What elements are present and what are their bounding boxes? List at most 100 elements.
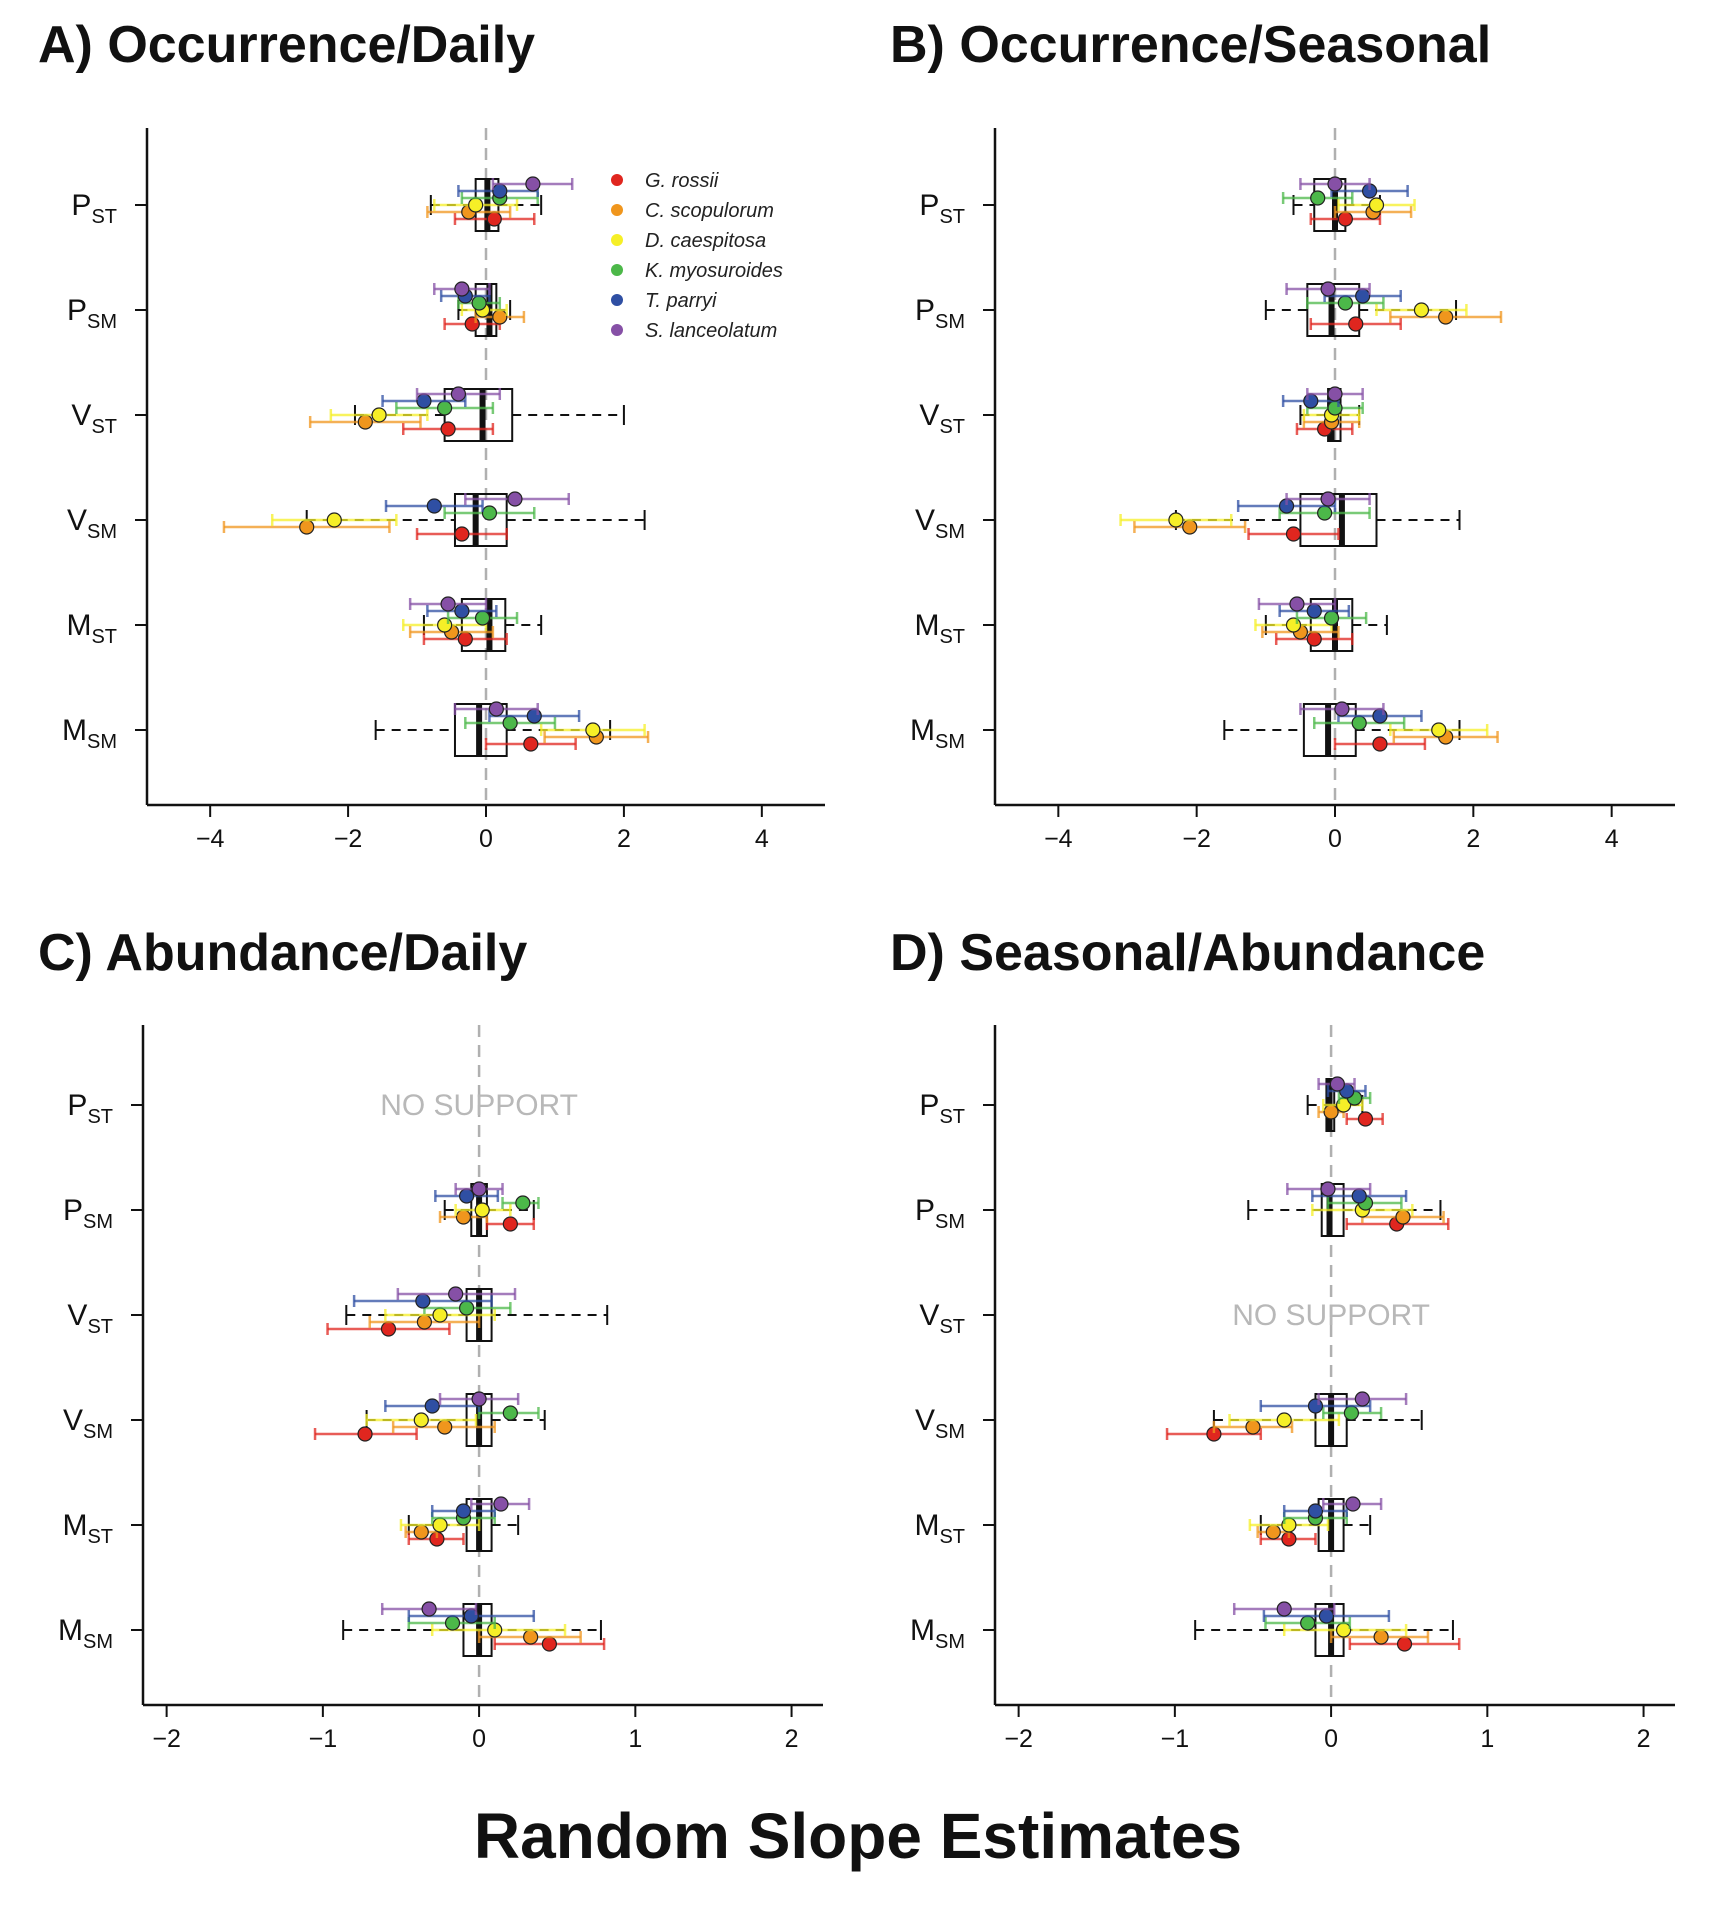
estimate-dot (1276, 1601, 1292, 1617)
estimate-dot (585, 722, 601, 738)
row-msm: MSM (910, 1601, 1461, 1657)
estimate-point (308, 414, 422, 430)
x-tick-label: 4 (755, 825, 769, 853)
estimate-point (543, 729, 650, 745)
x-tick-label: −2 (152, 1725, 181, 1753)
row-msm: MSM (58, 1601, 606, 1657)
estimate-dot (474, 610, 491, 626)
estimate-dot (1306, 631, 1322, 647)
estimate-dot (1245, 1419, 1261, 1435)
estimate-dot (1343, 1405, 1360, 1421)
category-label: VSM (67, 504, 117, 543)
estimate-point (1228, 1412, 1341, 1428)
category-label-sub: SM (935, 1631, 965, 1653)
category-label: MST (62, 1509, 113, 1548)
category-label-sub: ST (939, 206, 965, 228)
estimate-dot (1303, 393, 1319, 409)
estimate-dot (1307, 1398, 1324, 1414)
estimate-dot (1323, 1104, 1339, 1120)
estimate-point (457, 183, 539, 199)
category-label-sub: ST (87, 1526, 113, 1548)
panel-a: A) Occurrence/Daily−4 −2 0 2 4PSTPSMVSTVSMMS… (38, 16, 825, 853)
estimate-dot (454, 281, 470, 297)
estimate-point (454, 1202, 512, 1218)
estimate-point (491, 176, 574, 192)
panel-title: C) Abundance/Daily (38, 924, 527, 982)
estimate-dot (1320, 1181, 1336, 1197)
estimate-dot (1289, 596, 1305, 612)
estimate-dot (1395, 1209, 1411, 1225)
legend-swatch (611, 294, 623, 306)
estimate-point (1313, 715, 1406, 731)
estimate-dot (541, 1636, 558, 1652)
category-label: PST (919, 1089, 965, 1128)
estimate-dot (1285, 617, 1302, 633)
category-label-main: V (67, 504, 87, 537)
estimate-dot (486, 211, 502, 227)
estimate-dot (432, 1517, 448, 1533)
estimate-point (384, 498, 484, 514)
category-label-sub: SM (935, 731, 965, 753)
row-pst: PST (919, 1076, 1384, 1132)
category-label-sub: ST (87, 1316, 113, 1338)
x-tick-label: −1 (309, 1725, 338, 1753)
estimate-point (422, 631, 508, 647)
category-label-sub: SM (935, 521, 965, 543)
estimate-dot (1337, 295, 1353, 311)
estimate-point (539, 722, 646, 738)
category-label-main: M (910, 714, 935, 747)
category-label-main: P (63, 1194, 83, 1227)
category-label-sub: ST (91, 206, 117, 228)
estimate-point (1274, 631, 1354, 647)
estimate-dot (1348, 316, 1364, 332)
category-label: MSM (910, 714, 965, 753)
estimate-point (384, 1307, 496, 1323)
estimate-dot (471, 1181, 487, 1197)
estimate-dot (424, 1398, 440, 1414)
box-iqr (453, 493, 508, 547)
estimate-dot (1310, 190, 1326, 206)
estimate-point (1361, 1209, 1445, 1225)
estimate-point (464, 491, 570, 507)
estimate-point (1286, 1181, 1372, 1197)
category-label-main: M (62, 1509, 87, 1542)
estimate-dot (502, 1216, 518, 1232)
estimate-point (1264, 1615, 1352, 1631)
estimate-point (395, 400, 495, 416)
estimate-dot (455, 1503, 472, 1519)
estimate-dot (474, 1202, 490, 1218)
estimate-point (426, 204, 512, 220)
category-label-main: V (915, 504, 935, 537)
estimate-dot (1373, 1629, 1389, 1645)
category-label-main: V (919, 399, 939, 432)
category-label-sub: ST (939, 1316, 965, 1338)
estimate-point (1285, 281, 1371, 297)
estimate-point (464, 715, 557, 731)
estimate-point (368, 1314, 481, 1330)
row-pst: PST (71, 176, 574, 232)
category-label-main: M (58, 1614, 83, 1647)
estimate-dot (468, 197, 484, 213)
estimate-dot (454, 526, 470, 542)
estimate-point (1317, 1391, 1408, 1407)
category-label-main: M (910, 1614, 935, 1647)
category-label: MSM (58, 1614, 113, 1653)
estimate-dot (1306, 603, 1322, 619)
category-label-main: V (71, 399, 91, 432)
category-label-sub: SM (83, 1211, 113, 1233)
estimate-point (484, 736, 577, 752)
row-vst: VST NO SUPPORT (919, 1299, 1430, 1338)
estimate-point (1299, 701, 1385, 717)
category-label-sub: ST (939, 416, 965, 438)
category-label: MST (66, 609, 117, 648)
estimate-dot (416, 1314, 433, 1330)
estimate-dot (440, 421, 456, 437)
estimate-point (1259, 1531, 1317, 1547)
estimate-dot (523, 1629, 539, 1645)
row-psm: PSM (915, 281, 1503, 337)
estimate-point (313, 1426, 418, 1442)
estimate-dot (502, 1405, 518, 1421)
row-psm: PSM (67, 281, 526, 337)
estimate-dot (1345, 1496, 1361, 1512)
estimate-dot (413, 1524, 429, 1540)
